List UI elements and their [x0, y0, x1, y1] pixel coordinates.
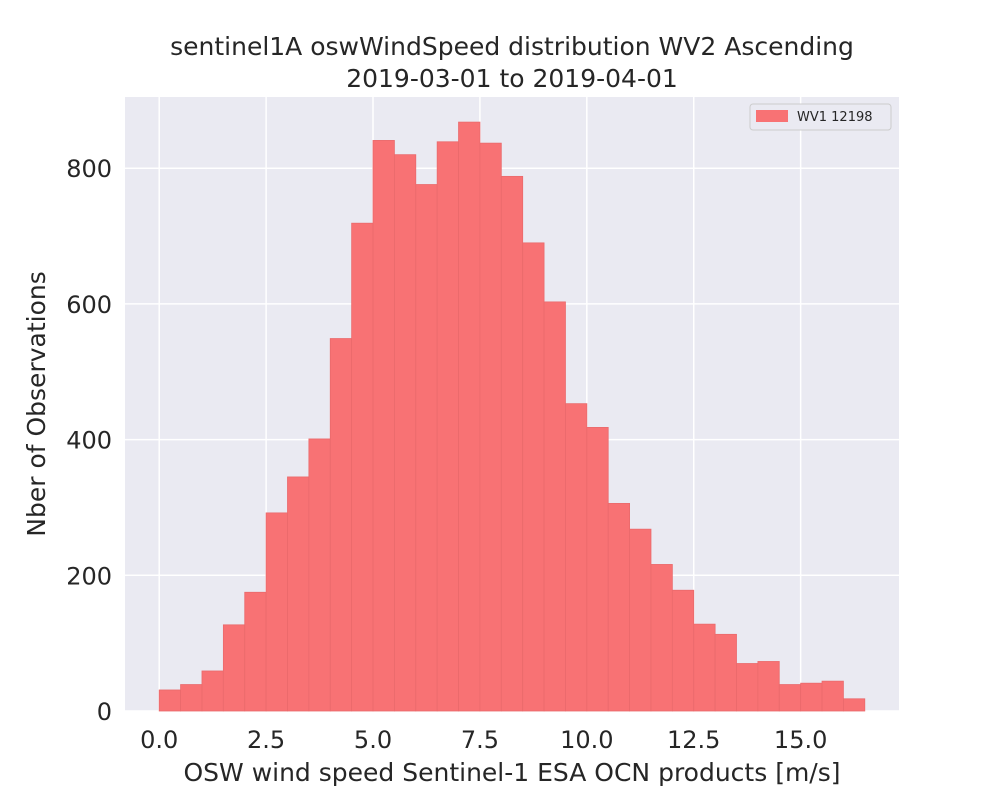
y-tick-label: 600: [66, 291, 112, 319]
y-tick-label: 800: [66, 155, 112, 183]
histogram-bar: [565, 403, 588, 712]
y-axis-ticks: 0 200 400 600 800: [66, 155, 112, 726]
histogram-bars: [158, 121, 866, 712]
y-tick-label: 200: [66, 562, 112, 590]
histogram-bar: [800, 682, 823, 712]
histogram-bar: [351, 222, 374, 712]
y-tick-label: 400: [66, 427, 112, 455]
histogram-bar: [158, 689, 181, 712]
histogram-bar: [693, 623, 716, 712]
legend-entry-label: WV1 12198: [797, 110, 873, 125]
histogram-bar: [372, 140, 395, 712]
histogram-bar: [180, 684, 203, 712]
histogram-bar: [671, 589, 695, 712]
histogram-bar: [843, 698, 866, 712]
histogram-bar: [714, 633, 737, 712]
histogram-bar: [394, 154, 417, 712]
histogram-bar: [458, 121, 481, 712]
histogram-bar: [222, 624, 246, 712]
chart-title-line-2: 2019-03-01 to 2019-04-01: [346, 64, 678, 93]
histogram-bar: [607, 502, 630, 712]
histogram-bar: [244, 591, 267, 712]
histogram-bar: [201, 670, 224, 712]
histogram-bar: [329, 338, 353, 712]
x-axis-label: OSW wind speed Sentinel-1 ESA OCN produc…: [183, 758, 840, 787]
histogram-bar: [629, 528, 652, 712]
histogram-bar: [500, 175, 524, 712]
histogram-bar: [736, 663, 759, 712]
histogram-bar: [586, 427, 609, 712]
histogram-bar: [778, 684, 802, 712]
x-tick-label: 2.5: [247, 726, 285, 754]
x-tick-label: 5.0: [354, 726, 392, 754]
x-tick-label: 10.0: [560, 726, 613, 754]
histogram-bar: [287, 476, 310, 712]
histogram-bar: [436, 141, 459, 712]
histogram-bar: [757, 661, 780, 712]
histogram-bar: [650, 564, 673, 712]
x-tick-label: 15.0: [774, 726, 827, 754]
legend-swatch: [756, 110, 788, 122]
histogram-bar: [821, 680, 844, 712]
x-axis-ticks: 0.0 2.5 5.0 7.5 10.0 12.5 15.0: [140, 726, 827, 754]
legend: WV1 12198: [749, 103, 892, 131]
histogram-bar: [415, 184, 438, 712]
histogram-bar: [522, 242, 545, 712]
histogram-bar: [479, 142, 502, 712]
x-tick-label: 12.5: [667, 726, 720, 754]
histogram-bar: [543, 301, 566, 712]
x-tick-label: 0.0: [140, 726, 178, 754]
histogram-bar: [308, 438, 331, 712]
y-tick-label: 0: [97, 698, 112, 726]
y-axis-label: Nber of Observations: [22, 271, 51, 536]
histogram-bar: [265, 512, 288, 712]
x-tick-label: 7.5: [461, 726, 499, 754]
chart-title-line-1: sentinel1A oswWindSpeed distribution WV2…: [170, 32, 854, 61]
